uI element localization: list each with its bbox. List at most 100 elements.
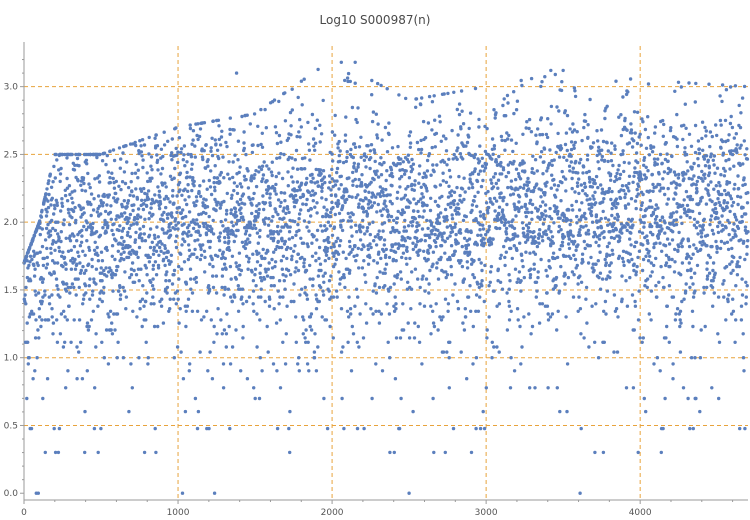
data-point [474, 426, 478, 431]
data-point [140, 198, 144, 202]
data-point [492, 196, 497, 200]
data-point [722, 295, 726, 299]
data-point [41, 263, 46, 268]
data-point [183, 409, 188, 414]
data-point [177, 205, 181, 210]
data-point [380, 138, 384, 142]
data-point [578, 274, 582, 278]
data-point [637, 230, 642, 234]
data-point [257, 202, 261, 206]
data-point [192, 252, 196, 256]
data-point [276, 232, 281, 236]
data-point [161, 154, 165, 159]
data-point [24, 254, 29, 258]
data-point [598, 233, 602, 237]
data-point [208, 185, 213, 189]
data-point [241, 218, 246, 222]
data-point [745, 147, 749, 151]
data-point [581, 260, 585, 264]
data-point [661, 134, 665, 138]
data-point [563, 109, 567, 113]
data-point [398, 244, 402, 248]
data-point [307, 369, 311, 373]
data-point [727, 157, 731, 162]
data-point [444, 180, 449, 184]
data-point [618, 176, 622, 181]
data-point [380, 369, 385, 373]
data-point [572, 143, 576, 147]
data-point [635, 141, 640, 146]
data-point [323, 271, 327, 275]
data-point [545, 135, 550, 140]
data-point [376, 202, 380, 207]
data-point [163, 246, 167, 251]
data-point [250, 211, 254, 216]
data-point [674, 186, 678, 190]
data-point [211, 218, 215, 223]
data-point [168, 174, 173, 178]
data-point [416, 209, 420, 214]
data-point [374, 195, 378, 199]
data-point [559, 199, 563, 203]
data-point [473, 86, 478, 91]
data-point [640, 340, 644, 344]
data-point [721, 282, 725, 286]
data-point [264, 216, 268, 220]
data-point [470, 203, 475, 207]
data-point [487, 315, 491, 319]
data-point [162, 197, 167, 201]
data-point [471, 273, 475, 277]
data-point [347, 194, 351, 199]
data-point [277, 279, 282, 283]
data-point [707, 271, 712, 275]
data-point [31, 377, 35, 381]
data-point [59, 239, 63, 244]
data-point [642, 163, 646, 167]
data-point [73, 189, 77, 193]
data-point [486, 211, 490, 215]
data-point [350, 324, 354, 329]
data-point [478, 144, 482, 148]
data-point [527, 221, 532, 226]
data-point [490, 181, 494, 185]
data-point [251, 302, 255, 306]
data-point [541, 222, 546, 226]
data-point [153, 260, 158, 264]
data-point [227, 239, 231, 244]
data-point [426, 248, 430, 252]
data-point [296, 252, 300, 256]
data-point [295, 260, 299, 264]
data-point [350, 105, 355, 110]
data-point [79, 183, 83, 187]
data-point [203, 255, 207, 260]
data-point [544, 229, 548, 233]
data-point [497, 212, 501, 217]
data-point [206, 369, 210, 373]
data-point [160, 297, 164, 301]
data-point [58, 295, 62, 299]
data-point [276, 212, 280, 217]
data-point [253, 173, 257, 177]
data-point [491, 152, 495, 156]
data-point [309, 214, 313, 218]
data-point [66, 369, 70, 373]
data-point [722, 279, 726, 283]
data-point [28, 260, 32, 264]
data-point [516, 172, 521, 176]
data-point [226, 232, 230, 237]
data-point [394, 259, 398, 263]
data-point [508, 193, 513, 197]
data-point [260, 145, 265, 149]
data-point [376, 232, 380, 237]
data-point [196, 122, 200, 126]
data-point [649, 318, 653, 322]
data-point [311, 284, 315, 288]
data-point [211, 274, 215, 278]
data-point [539, 195, 543, 199]
data-point [562, 155, 566, 159]
data-point [162, 130, 166, 134]
data-point [698, 409, 702, 414]
data-point [742, 176, 746, 180]
data-point [526, 232, 530, 237]
data-point [596, 356, 601, 360]
